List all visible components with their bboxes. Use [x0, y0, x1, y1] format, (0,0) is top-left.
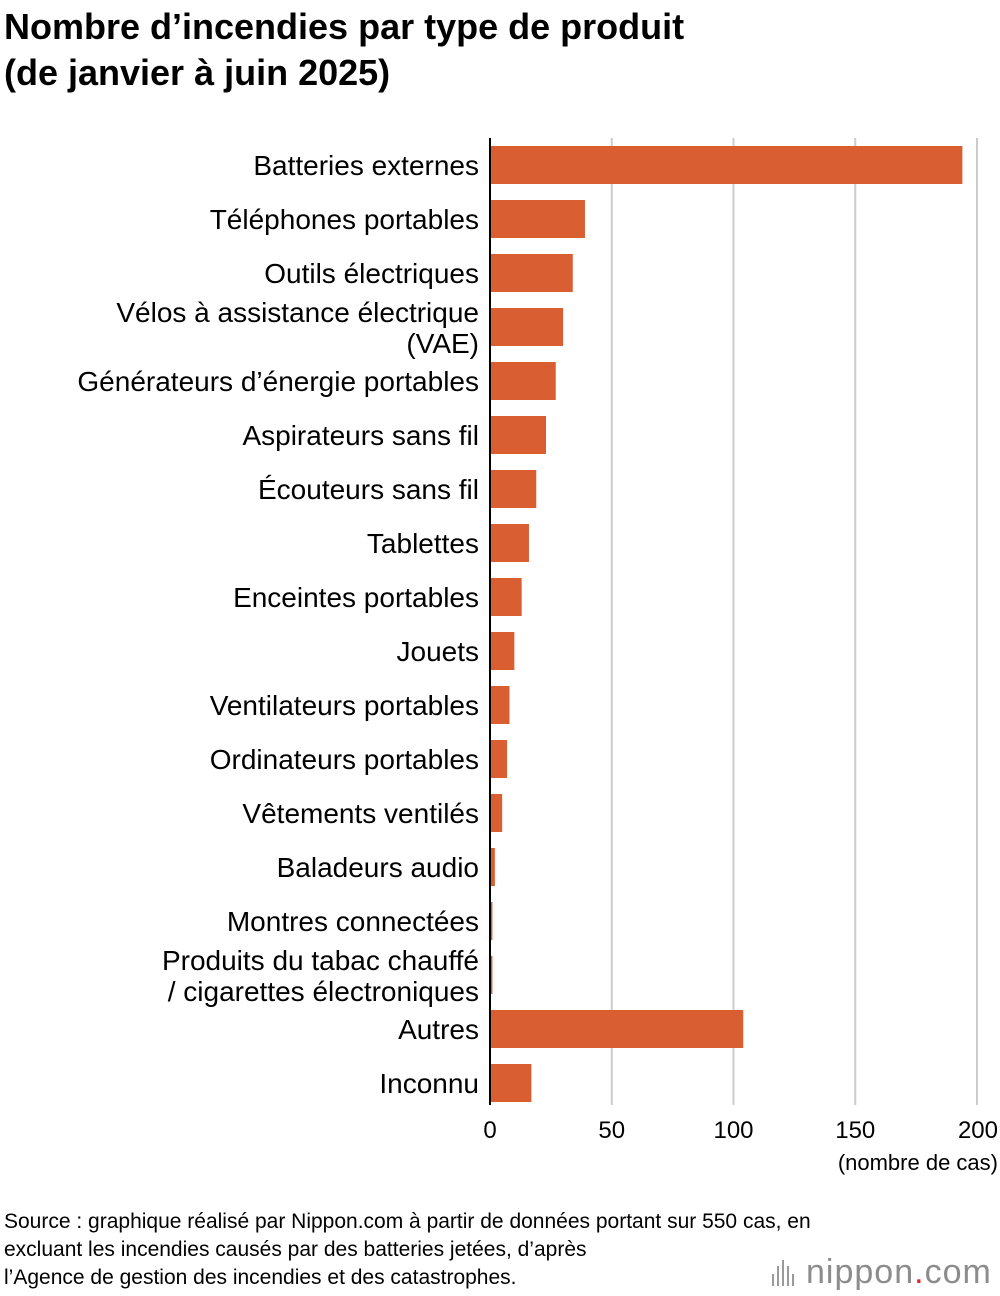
source-line: l’Agence de gestion des incendies et des…	[4, 1266, 517, 1289]
category-label: Aspirateurs sans fil	[242, 420, 479, 451]
category-label: Inconnu	[379, 1068, 479, 1099]
bar	[490, 308, 564, 346]
bar	[490, 956, 493, 994]
x-axis-unit-label: (nombre de cas)	[838, 1150, 998, 1175]
x-tick-label: 200	[958, 1117, 998, 1144]
category-label: Tablettes	[367, 528, 479, 559]
x-tick-label: 150	[835, 1117, 875, 1144]
chart-title-line: Nombre d’incendies par type de produit	[4, 6, 685, 47]
nippon-logo: nippon.com	[772, 1252, 1000, 1292]
chart-title: Nombre d’incendies par type de produit (…	[4, 4, 994, 96]
chart-title-line: (de janvier à juin 2025)	[4, 52, 391, 93]
category-label: Vêtements ventilés	[242, 798, 479, 829]
category-label: Autres	[398, 1014, 479, 1045]
category-label: Écouteurs sans fil	[258, 474, 479, 505]
grid-lines	[610, 138, 978, 1105]
source-line: excluant les incendies causés par des ba…	[4, 1238, 587, 1261]
category-label: Vélos à assistance électrique (VAE)	[116, 297, 479, 359]
bars	[490, 146, 963, 1102]
category-label: Batteries externes	[253, 150, 479, 181]
category-label: Ventilateurs portables	[210, 690, 479, 721]
bar	[490, 254, 573, 292]
bar	[490, 146, 963, 184]
bar	[490, 470, 537, 508]
category-label: Baladeurs audio	[277, 852, 479, 883]
bar	[490, 740, 508, 778]
category-label: Produits du tabac chauffé / cigarettes él…	[162, 945, 479, 1007]
bar	[490, 1010, 744, 1048]
bar	[490, 632, 515, 670]
x-tick-label: 100	[713, 1117, 753, 1144]
category-label: Outils électriques	[264, 258, 479, 289]
category-labels: Batteries externes Téléphones portables Ou…	[77, 150, 479, 1099]
bar	[490, 902, 493, 940]
source-note: Source : graphique réalisé par Nippon.co…	[4, 1208, 811, 1292]
category-label-line: (VAE)	[406, 328, 479, 359]
category-label: Téléphones portables	[210, 204, 479, 235]
category-label: Enceintes portables	[233, 582, 479, 613]
bar	[490, 416, 547, 454]
category-label-line: Vélos à assistance électrique	[116, 297, 479, 328]
x-tick-label: 50	[598, 1117, 625, 1144]
bar	[490, 794, 503, 832]
category-label: Montres connectées	[227, 906, 479, 937]
bar	[490, 1064, 532, 1102]
bar	[490, 848, 495, 886]
x-tick-labels: 0 50 100 150 200	[483, 1117, 998, 1144]
source-line: Source : graphique réalisé par Nippon.co…	[4, 1210, 811, 1233]
category-label: Ordinateurs portables	[210, 744, 479, 775]
category-label: Jouets	[397, 636, 480, 667]
x-tick-label: 0	[483, 1117, 496, 1144]
bar	[490, 578, 522, 616]
bar	[490, 686, 510, 724]
category-label-line: / cigarettes électroniques	[168, 976, 479, 1007]
logo-wordmark: nippon.com	[806, 1253, 992, 1291]
category-label-line: Produits du tabac chauffé	[162, 945, 479, 976]
bar	[490, 524, 529, 562]
bar	[490, 200, 585, 238]
bar-chart: Batteries externes Téléphones portables Ou…	[77, 138, 998, 1175]
category-label: Générateurs d’énergie portables	[77, 366, 479, 397]
sound-bars-icon	[772, 1260, 798, 1286]
bar	[490, 362, 556, 400]
